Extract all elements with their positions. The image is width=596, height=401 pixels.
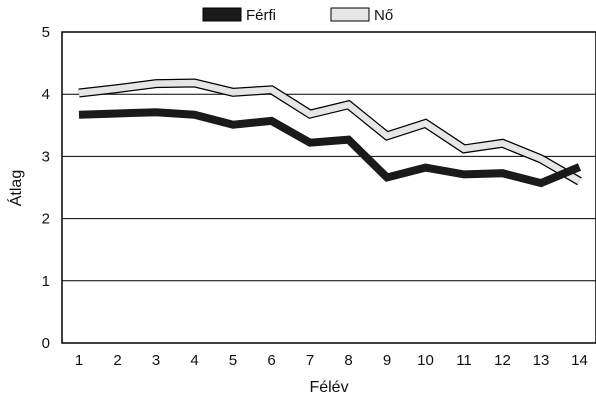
x-axis-title: Félév [309, 379, 348, 396]
series-no-outline [78, 78, 582, 186]
x-tick-label: 7 [306, 352, 314, 369]
series-no-line [78, 79, 582, 185]
legend-item-ferfi: Férfi [202, 7, 276, 24]
x-tick-label: 10 [417, 352, 434, 369]
series-ferfi-line [78, 108, 582, 188]
x-tick-label: 1 [75, 352, 83, 369]
y-tick-label: 2 [42, 211, 50, 228]
x-tick-label: 14 [571, 352, 588, 369]
x-tick-label: 11 [456, 352, 472, 369]
x-tick-label: 2 [113, 352, 121, 369]
legend-swatch-no [330, 7, 370, 22]
y-tick-label: 0 [42, 335, 50, 352]
y-axis-ticks: 0 1 2 3 4 5 [42, 24, 50, 352]
gridlines [62, 93, 596, 282]
plot-area [61, 31, 596, 344]
legend-item-no: Nő [330, 7, 393, 24]
x-tick-label: 3 [152, 352, 160, 369]
x-tick-label: 4 [190, 352, 198, 369]
legend-label-no: Nő [374, 7, 393, 24]
series-layer [78, 78, 582, 188]
y-tick-label: 5 [42, 24, 50, 41]
x-tick-label: 6 [267, 352, 275, 369]
legend-swatch-ferfi [202, 7, 242, 22]
x-tick-label: 8 [344, 352, 352, 369]
x-tick-label: 5 [229, 352, 237, 369]
x-tick-label: 12 [494, 352, 511, 369]
y-tick-label: 3 [42, 148, 50, 165]
x-tick-label: 9 [383, 352, 391, 369]
y-tick-label: 4 [42, 86, 50, 103]
y-tick-label: 1 [42, 273, 50, 290]
legend-label-ferfi: Férfi [246, 7, 276, 24]
x-tick-label: 13 [533, 352, 550, 369]
y-axis-title: Átlag [6, 170, 25, 206]
x-axis-ticks: 1 2 3 4 5 6 7 8 9 10 11 12 13 14 [75, 352, 588, 369]
legend: Férfi Nő [202, 7, 393, 24]
